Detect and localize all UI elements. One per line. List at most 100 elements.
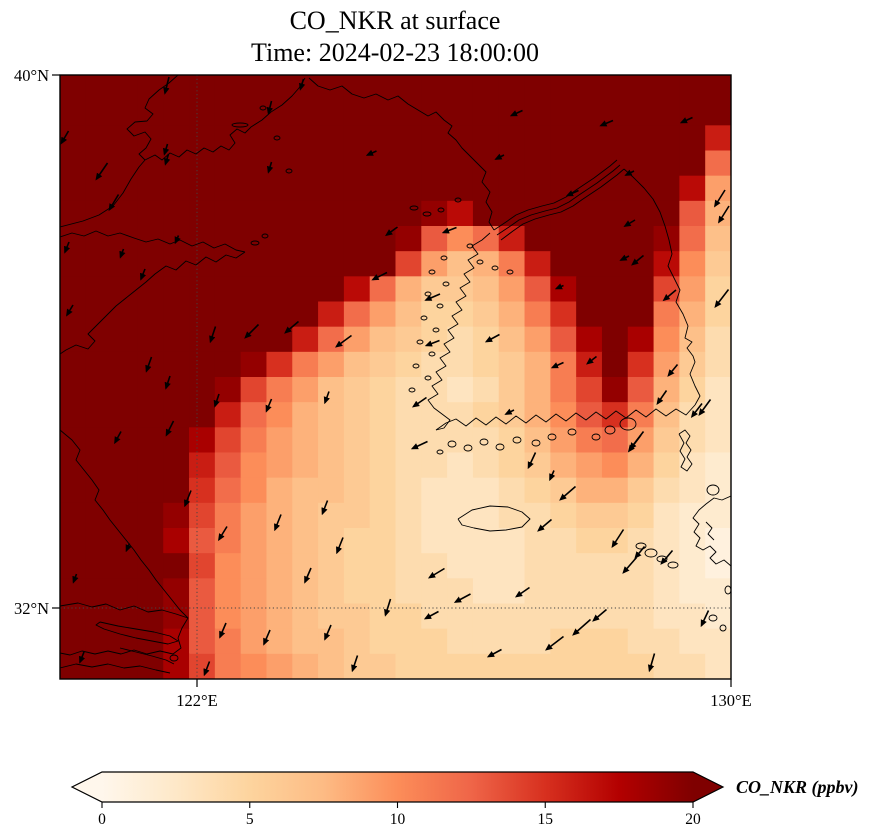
heatmap-cell — [318, 226, 345, 252]
wind-arrow — [554, 283, 564, 290]
heatmap-cell — [576, 251, 603, 278]
heatmap-cell — [214, 351, 242, 378]
heatmap-cell — [163, 477, 190, 504]
heatmap-cell — [679, 175, 706, 202]
heatmap-cell — [472, 578, 500, 605]
heatmap-cell — [137, 326, 164, 353]
heatmap-cell — [292, 402, 319, 429]
heatmap-cell — [498, 175, 526, 202]
heatmap-cell — [240, 75, 268, 101]
heatmap-cell — [653, 125, 681, 152]
heatmap-cell — [318, 251, 345, 278]
heatmap-cell — [447, 276, 474, 303]
heatmap-cell — [447, 452, 474, 479]
ytick-label-40n: 40°N — [14, 66, 49, 85]
heatmap-cell — [163, 251, 190, 278]
heatmap-cell — [395, 200, 423, 227]
heatmap-cell — [421, 578, 448, 605]
heatmap-cell — [111, 452, 139, 479]
heatmap-cell — [421, 226, 448, 252]
heatmap-cell — [240, 326, 268, 353]
heatmap-cell — [653, 653, 681, 679]
heatmap-cell — [447, 553, 474, 580]
heatmap-cell — [498, 326, 526, 353]
wind-arrow — [274, 514, 282, 532]
wind-arrow — [108, 194, 120, 212]
heatmap-cell — [576, 402, 603, 429]
heatmap-cell — [137, 427, 164, 454]
heatmap-cell — [60, 502, 87, 529]
heatmap-cell — [369, 528, 397, 554]
heatmap-cell — [85, 452, 113, 479]
heatmap-cell — [705, 100, 731, 127]
heatmap-cell — [266, 251, 293, 278]
heatmap-cell — [85, 125, 113, 152]
heatmap-cell — [137, 175, 164, 202]
wind-arrow — [184, 490, 192, 508]
heatmap-cell — [369, 351, 397, 378]
heatmap-cell — [550, 125, 577, 152]
wind-arrow — [622, 556, 638, 574]
heatmap-cell — [137, 603, 164, 630]
heatmap-cell — [163, 100, 190, 127]
heatmap-cell — [266, 200, 293, 227]
heatmap-cell — [292, 175, 319, 202]
coastline — [60, 663, 171, 674]
heatmap-cell — [85, 75, 113, 101]
heatmap-cell — [395, 351, 423, 378]
heatmap-cell — [550, 377, 577, 403]
heatmap-cell — [60, 578, 87, 605]
heatmap-cell — [472, 175, 500, 202]
heatmap-cell — [189, 226, 216, 252]
coastline — [308, 77, 495, 231]
heatmap-cell — [524, 377, 552, 403]
wind-arrow — [371, 271, 388, 281]
heatmap-cell — [60, 603, 87, 630]
heatmap-cell — [550, 326, 577, 353]
heatmap-cell — [395, 251, 423, 278]
heatmap-cell — [111, 351, 139, 378]
heatmap-cell — [369, 402, 397, 429]
wind-arrow — [163, 76, 170, 95]
heatmap-cell — [601, 351, 629, 378]
island — [454, 197, 462, 203]
wind-arrow — [266, 161, 274, 174]
heatmap-cell — [472, 326, 500, 353]
island — [412, 363, 420, 369]
heatmap-cell — [318, 100, 345, 127]
wind-arrow — [484, 333, 500, 343]
heatmap-cell — [240, 251, 268, 278]
heatmap-cell — [447, 100, 474, 127]
heatmap-cell — [498, 200, 526, 227]
heatmap-cell — [214, 452, 242, 479]
island — [422, 211, 432, 217]
wind-arrow — [324, 624, 332, 641]
heatmap-cell — [266, 351, 293, 378]
island — [724, 585, 731, 595]
heatmap-cell — [421, 477, 448, 504]
island — [428, 269, 436, 275]
heatmap-cell — [576, 100, 603, 127]
heatmap-cell — [189, 452, 216, 479]
wind-arrow — [527, 452, 537, 470]
heatmap-cell — [705, 326, 731, 353]
heatmap-cell — [679, 578, 706, 605]
heatmap-cell — [343, 628, 371, 655]
wind-arrow — [60, 130, 70, 145]
wind-arrow — [623, 219, 636, 227]
heatmap-cell — [85, 175, 113, 202]
heatmap-cell — [60, 427, 87, 454]
coastline — [60, 617, 189, 656]
heatmap-cell — [421, 326, 448, 353]
heatmap-cell — [627, 75, 655, 101]
wind-arrow — [336, 537, 344, 555]
heatmap-cell — [447, 377, 474, 403]
heatmap-cell — [369, 377, 397, 403]
heatmap-cell — [705, 653, 731, 679]
island — [408, 387, 416, 393]
heatmap-cell — [111, 75, 139, 101]
heatmap-cell — [266, 603, 293, 630]
heatmap-cell — [679, 276, 706, 303]
island — [428, 351, 436, 357]
heatmap-cell — [85, 251, 113, 278]
